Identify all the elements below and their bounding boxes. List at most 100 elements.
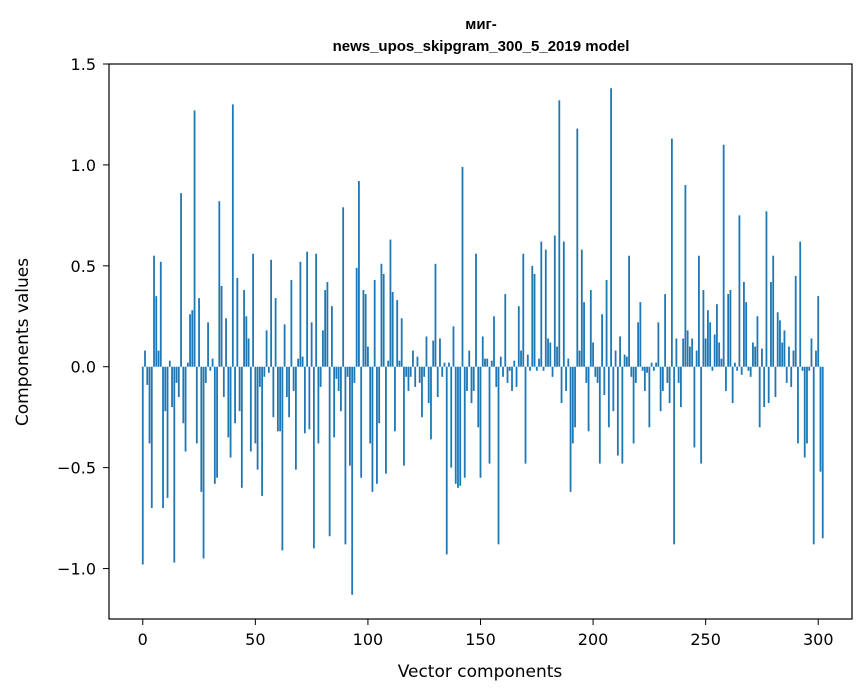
bar-209	[612, 366, 615, 412]
bar-119	[409, 366, 412, 377]
bars-group	[141, 88, 824, 595]
y-tick-label: 1.0	[71, 156, 96, 175]
bar-284	[781, 342, 784, 367]
bar-99	[364, 294, 367, 367]
bar-240	[682, 338, 685, 367]
bar-144	[466, 366, 468, 391]
bar-257	[720, 358, 723, 367]
bar-149	[477, 366, 480, 428]
bar-180	[547, 338, 549, 367]
bar-201	[594, 366, 597, 377]
bar-33	[216, 366, 218, 478]
bar-157	[495, 366, 498, 387]
bar-182	[551, 366, 554, 377]
bar-212	[619, 336, 621, 367]
bar-294	[803, 366, 806, 458]
bar-174	[533, 273, 536, 367]
bar-87	[337, 366, 340, 391]
bar-218	[632, 366, 635, 444]
bar-181	[549, 342, 552, 367]
bar-272	[754, 346, 757, 367]
bar-134	[443, 362, 446, 367]
bar-234	[668, 366, 671, 404]
bar-224	[646, 366, 649, 373]
bar-269	[747, 366, 750, 371]
bar-31	[211, 358, 214, 367]
bar-154	[488, 366, 491, 464]
x-axis-ticks: 0 50 100 150 200 250 300	[138, 619, 834, 649]
bar-77	[315, 253, 318, 367]
bar-178	[542, 366, 545, 371]
bar-210	[614, 350, 617, 367]
bar-12	[168, 360, 171, 367]
bar-200	[592, 342, 594, 367]
bar-160	[502, 366, 504, 377]
bar-55	[265, 330, 268, 367]
bar-80	[321, 330, 324, 367]
bar-116	[403, 366, 405, 466]
bar-286	[785, 366, 788, 383]
bar-232	[664, 294, 667, 367]
y-axis-ticks: −1.0 −0.5 0.0 0.5 1.0 1.5	[57, 55, 109, 579]
bar-126	[425, 336, 428, 367]
bar-280	[772, 255, 775, 367]
bar-183	[553, 235, 556, 367]
x-tick-label: 150	[465, 630, 496, 649]
bar-220	[637, 322, 640, 367]
bar-125	[423, 366, 426, 377]
bar-100	[367, 346, 369, 367]
bar-29	[207, 322, 209, 367]
bar-243	[688, 346, 691, 367]
bar-42	[236, 277, 239, 367]
bar-166	[515, 366, 518, 387]
bar-164	[511, 366, 513, 391]
bar-287	[788, 346, 790, 367]
bar-265	[738, 215, 741, 367]
bar-216	[628, 255, 630, 367]
bar-127	[427, 366, 430, 404]
bar-122	[416, 356, 419, 367]
bar-203	[598, 366, 601, 464]
bar-109	[387, 360, 390, 367]
bar-107	[382, 273, 385, 367]
bar-254	[713, 334, 716, 367]
chart-title-line-1: миг-	[465, 16, 497, 33]
bar-146	[470, 366, 473, 404]
bar-193	[576, 128, 579, 367]
bar-204	[601, 314, 603, 367]
bar-170	[524, 366, 527, 464]
bar-279	[770, 281, 772, 367]
bar-259	[725, 366, 727, 391]
bar-132	[439, 338, 441, 367]
bar-156	[493, 316, 495, 367]
bar-81	[324, 290, 327, 367]
bar-148	[475, 253, 477, 367]
bar-72	[303, 366, 306, 434]
bar-32	[213, 366, 216, 484]
bar-264	[736, 366, 739, 371]
bar-4	[150, 366, 153, 508]
bar-71	[301, 356, 304, 367]
bar-25	[198, 298, 200, 367]
bar-221	[639, 302, 642, 367]
bar-40	[231, 104, 234, 367]
bar-300	[817, 296, 820, 367]
bar-168	[520, 350, 522, 367]
bar-159	[499, 356, 502, 367]
bar-84	[331, 306, 333, 367]
bar-150	[479, 366, 482, 478]
bar-235	[670, 138, 673, 367]
bar-230	[659, 366, 662, 412]
bar-89	[342, 207, 345, 367]
bar-142	[461, 166, 464, 367]
bar-214	[623, 354, 626, 367]
bar-245	[693, 366, 696, 448]
bar-6	[155, 296, 158, 367]
bar-253	[711, 366, 714, 371]
bar-208	[610, 88, 612, 367]
bar-258	[722, 144, 725, 367]
bar-281	[774, 366, 777, 397]
bar-198	[587, 366, 590, 432]
x-tick-label: 300	[803, 630, 834, 649]
